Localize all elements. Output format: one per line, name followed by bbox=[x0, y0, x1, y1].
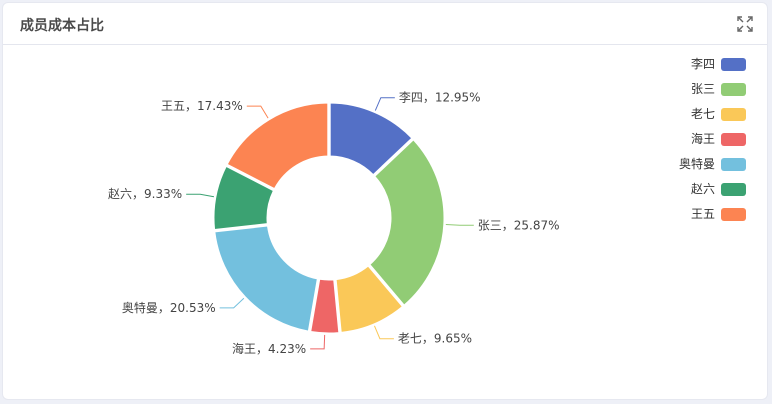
legend-swatch-3[interactable] bbox=[721, 133, 746, 146]
card-header: 成员成本占比 bbox=[3, 3, 767, 45]
chart-area: 李四，12.95% 张三，25.87% 老七，9.65% 海王，4.23% 奥特曼，20… bbox=[3, 46, 769, 400]
slice-6[interactable] bbox=[226, 102, 329, 190]
slice-label-3: 海王，4.23% bbox=[232, 341, 306, 356]
slice-label-1: 张三，25.87% bbox=[478, 218, 560, 232]
slice-4[interactable] bbox=[214, 225, 318, 332]
legend-swatch-2[interactable] bbox=[721, 108, 746, 121]
slice-label-2: 老七，9.65% bbox=[398, 332, 472, 346]
legend-swatch-1[interactable] bbox=[721, 83, 746, 96]
slice-0[interactable] bbox=[329, 102, 413, 176]
slice-label-4: 奥特曼，20.53% bbox=[122, 300, 216, 315]
slice-label-0: 李四，12.95% bbox=[399, 90, 481, 105]
leader-line-0 bbox=[374, 97, 395, 111]
slice-1[interactable] bbox=[369, 139, 445, 306]
slice-3[interactable] bbox=[310, 278, 340, 334]
leader-line-6 bbox=[246, 105, 269, 119]
leader-line-1 bbox=[445, 224, 474, 226]
donut-chart: 李四，12.95% 张三，25.87% 老七，9.65% 海王，4.23% 奥特曼，20… bbox=[108, 56, 746, 356]
slices-layer bbox=[213, 102, 445, 334]
legend-swatch-4[interactable] bbox=[721, 158, 746, 171]
leader-line-2 bbox=[373, 325, 394, 340]
legend-label-4: 奥特曼 bbox=[679, 156, 715, 171]
slice-label-6: 王五，17.43% bbox=[161, 99, 243, 113]
legend-label-5: 赵六 bbox=[691, 182, 715, 196]
card-title: 成员成本占比 bbox=[20, 18, 104, 34]
labels-layer: 李四，12.95% 张三，25.87% 老七，9.65% 海王，4.23% 奥特曼，20… bbox=[108, 90, 560, 356]
legend-label-2: 老七 bbox=[691, 107, 715, 121]
expand-icon[interactable] bbox=[737, 16, 753, 32]
legend-label-3: 海王 bbox=[691, 131, 715, 146]
legend-swatch-0[interactable] bbox=[721, 58, 746, 71]
legend-swatch-5[interactable] bbox=[721, 183, 746, 196]
legend-label-0: 李四 bbox=[691, 56, 715, 71]
legend-label-6: 王五 bbox=[691, 207, 715, 221]
leader-line-4 bbox=[219, 297, 245, 309]
leader-line-5 bbox=[186, 193, 215, 198]
slice-2[interactable] bbox=[335, 265, 404, 333]
legend-label-1: 张三 bbox=[691, 82, 715, 96]
slice-5[interactable] bbox=[213, 165, 275, 231]
chart-card: 成员成本占比 李四，12.95% 张三，25.87% 老七，9.65% 海王，4.23… bbox=[2, 2, 768, 400]
leader-line-3 bbox=[310, 334, 326, 350]
legend-swatch-6[interactable] bbox=[721, 208, 746, 221]
slice-label-5: 赵六，9.33% bbox=[108, 187, 182, 201]
